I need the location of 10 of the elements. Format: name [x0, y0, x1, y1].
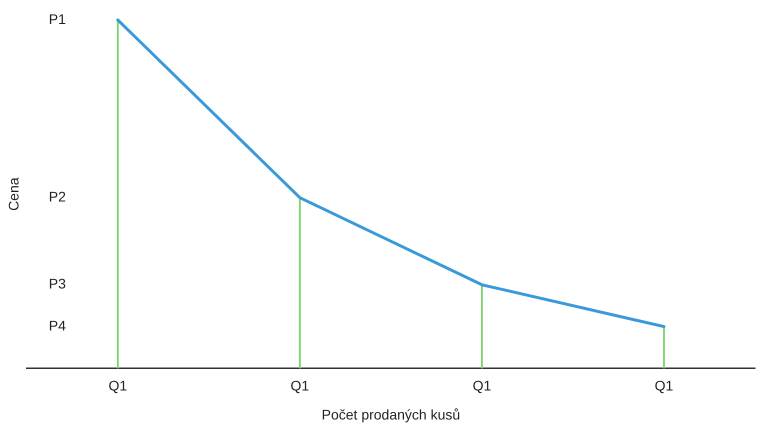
annotation: P1	[48, 10, 66, 27]
x-tick-label: Q1	[472, 378, 492, 394]
annotation: P4	[48, 317, 66, 334]
x-tick-label: Q1	[290, 378, 310, 394]
x-tick-label: Q1	[654, 378, 674, 394]
x-tick-label: Q1	[108, 378, 128, 394]
x-axis-title: Počet prodaných kusů	[322, 406, 460, 422]
annotation: P2	[48, 188, 66, 205]
annotation: P3	[48, 276, 66, 292]
y-axis-title: Cena	[5, 177, 22, 211]
